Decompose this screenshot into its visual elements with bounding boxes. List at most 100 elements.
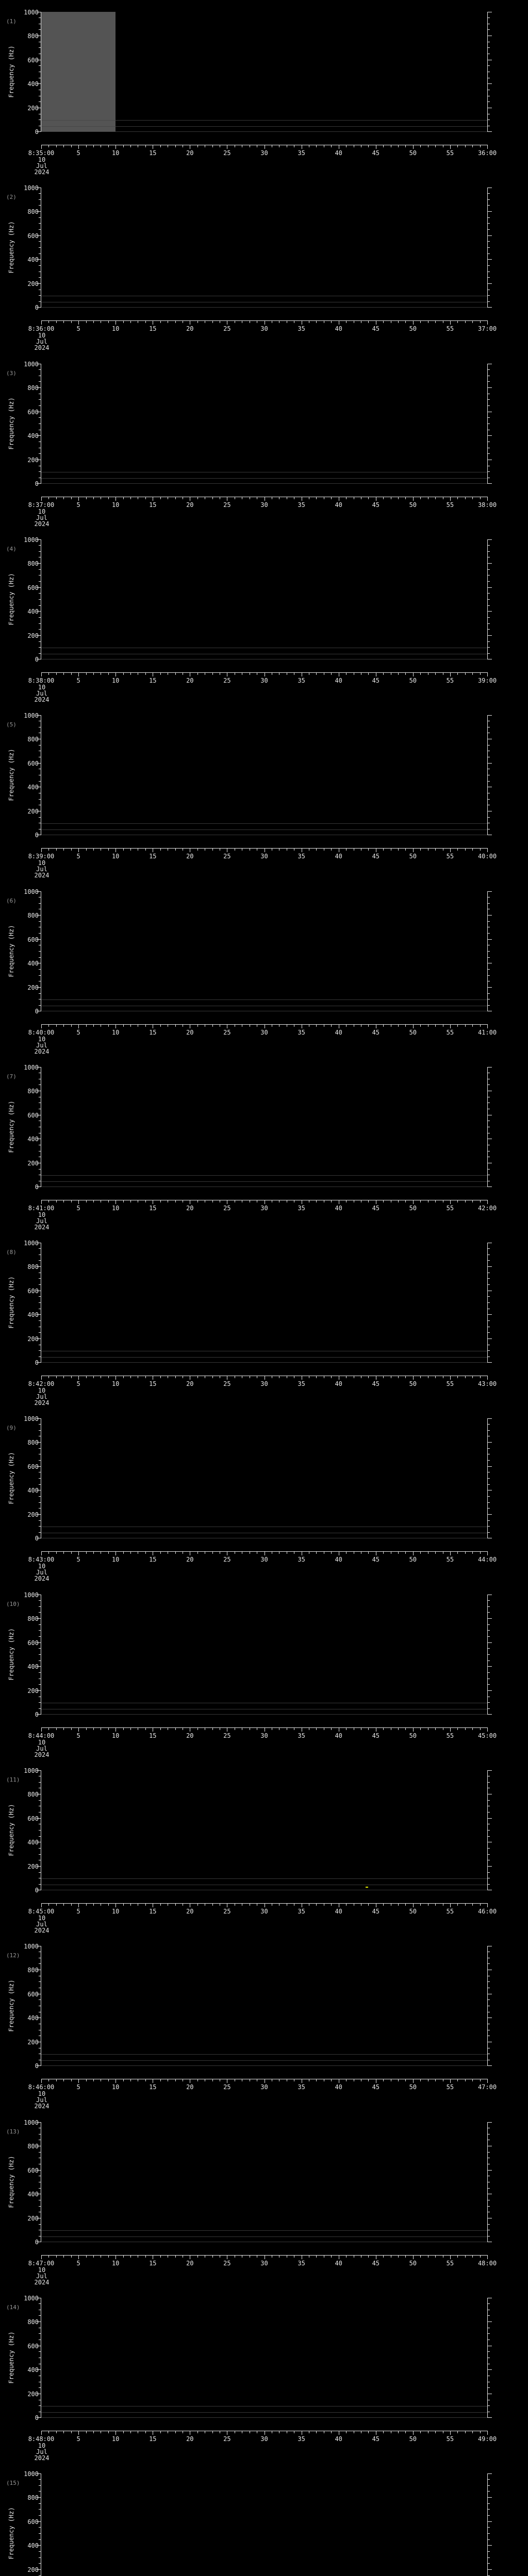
date-line: Jul <box>36 1744 47 1752</box>
y-tick-minor <box>488 1981 490 1982</box>
x-tick-major <box>41 497 42 501</box>
y-tick-minor <box>488 247 490 248</box>
y-tick-minor <box>488 1484 490 1485</box>
x-tick-label: 30 <box>260 501 268 509</box>
x-tick-minor <box>316 1376 317 1379</box>
x-start-time-label: 8:37:00 <box>28 501 55 509</box>
x-tick-minor <box>212 2079 213 2082</box>
y-tick-minor <box>39 223 41 224</box>
x-tick-minor <box>130 849 131 851</box>
y-tick-minor <box>488 1284 490 1285</box>
y-tick-minor <box>39 903 41 904</box>
y-tick-minor <box>39 2303 41 2304</box>
x-tick-minor <box>331 2431 332 2433</box>
tonal-noise-line-over-mask <box>41 126 116 127</box>
x-tick-label: 5 <box>76 1908 80 1915</box>
x-tick-minor <box>435 2431 436 2433</box>
x-tick-label: 25 <box>223 2083 231 2091</box>
x-tick-minor <box>212 321 213 324</box>
x-tick-minor <box>71 1376 72 1379</box>
x-tick-minor <box>435 849 436 851</box>
x-tick-label: 45 <box>372 1732 380 1739</box>
x-tick-minor <box>405 1376 406 1379</box>
x-tick-major <box>41 2255 42 2259</box>
x-tick-minor <box>457 1727 458 1730</box>
x-tick-minor <box>368 1200 369 1202</box>
x-tick-minor <box>331 849 332 851</box>
y-tick-minor <box>488 969 490 970</box>
x-tick-minor <box>130 2079 131 2082</box>
spectrogram-panel: (7) Frequency (Hz) 0 200 400 600 800 1000 8:41:0… <box>0 1064 528 1243</box>
y-tick-label: 0 <box>35 1887 39 1894</box>
x-tick-minor <box>160 849 161 851</box>
x-tick-minor <box>420 1904 421 1906</box>
x-tick-label: 20 <box>186 1380 194 1388</box>
y-tick-major <box>488 2569 492 2570</box>
x-tick-label: 25 <box>223 1556 231 1564</box>
x-tick-label: 15 <box>149 149 157 157</box>
y-tick-label: 400 <box>27 1311 39 1319</box>
y-tick-major <box>37 1266 41 1267</box>
x-tick-label: 10 <box>111 2259 120 2267</box>
x-tick-minor <box>63 2255 64 2258</box>
tonal-noise-line <box>41 1357 487 1358</box>
y-tick-minor <box>488 903 490 904</box>
x-tick-minor <box>48 2079 50 2082</box>
x-tick-minor <box>175 497 176 499</box>
y-tick-minor <box>39 1284 41 1285</box>
x-tick-minor <box>56 2079 57 2082</box>
y-tick-minor <box>39 1702 41 1703</box>
y-tick-minor <box>39 951 41 952</box>
y-tick-major <box>37 1418 41 1419</box>
y-tick-label: 800 <box>27 2318 39 2326</box>
x-tick-minor <box>212 2255 213 2258</box>
y-tick-minor <box>488 1708 490 1709</box>
y-tick-major <box>37 483 41 484</box>
y-tick-label: 200 <box>27 2390 39 2398</box>
y-tick-minor <box>488 199 490 200</box>
y-tick-major <box>488 2521 492 2522</box>
y-tick-minor <box>39 65 41 66</box>
x-tick-minor <box>457 1376 458 1379</box>
x-tick-major <box>412 1552 414 1556</box>
y-tick-minor <box>488 641 490 642</box>
y-tick-minor <box>488 205 490 206</box>
x-tick-minor <box>331 2255 332 2258</box>
x-tick-minor <box>472 1552 473 1554</box>
y-tick-minor <box>39 581 41 582</box>
tonal-noise-line <box>41 2065 487 2066</box>
x-tick-minor <box>383 1200 384 1202</box>
y-tick-minor <box>39 2206 41 2207</box>
x-tick-label: 25 <box>223 1204 231 1212</box>
y-axis-right-spine <box>487 12 488 132</box>
y-tick-minor <box>39 1448 41 1449</box>
y-tick-minor <box>39 933 41 934</box>
y-tick-label: 800 <box>27 1087 39 1095</box>
x-tick-label: 25 <box>223 676 231 684</box>
x-tick-minor <box>405 672 406 675</box>
y-tick-minor <box>488 1884 490 1885</box>
x-tick-minor <box>435 1552 436 1554</box>
y-tick-minor <box>488 405 490 406</box>
y-tick-minor <box>39 1654 41 1655</box>
y-axis-title: Frequency (Hz) <box>8 1452 15 1504</box>
y-tick-minor <box>39 1981 41 1982</box>
x-tick-minor <box>86 1727 87 1730</box>
tonal-noise-line <box>41 999 487 1000</box>
x-tick-major <box>78 672 79 676</box>
spectrogram-plot-area <box>41 1066 487 1187</box>
x-start-time-label: 8:41:00 <box>28 1204 55 1212</box>
x-tick-label: 45 <box>372 501 380 509</box>
y-tick-label: 200 <box>27 984 39 991</box>
y-tick-minor <box>488 1424 490 1425</box>
y-tick-label: 200 <box>27 1687 39 1694</box>
x-tick-minor <box>480 1024 481 1027</box>
y-axis-right-spine <box>487 363 488 484</box>
y-tick-major <box>488 2417 492 2418</box>
y-tick-label: 800 <box>27 1615 39 1622</box>
x-tick-major <box>487 1200 488 1204</box>
x-end-time-label: 42:00 <box>477 1204 497 1212</box>
y-tick-minor <box>488 1654 490 1655</box>
x-tick-minor <box>197 2255 198 2258</box>
x-tick-minor <box>331 1376 332 1379</box>
